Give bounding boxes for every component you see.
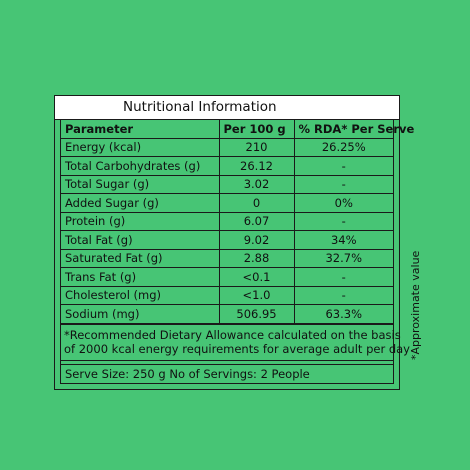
row-per-100g: 506.95 [218, 304, 295, 324]
table-row: Total Carbohydrates (g) 26.12 - [61, 156, 393, 176]
row-parameter: Energy (kcal) [61, 137, 220, 157]
table-row: Energy (kcal) 210 26.25% [61, 137, 393, 157]
row-per-100g: 2.88 [218, 248, 295, 268]
header-rda: % RDA* Per Serve [293, 120, 414, 139]
row-per-100g: 9.02 [218, 230, 295, 250]
row-parameter: Total Fat (g) [61, 230, 220, 250]
nutrition-panel: Nutritional Information Parameter Per 10… [54, 95, 414, 390]
rda-footnote-line: of 2000 kcal energy requirements for ave… [64, 341, 410, 356]
table-row: Sodium (mg) 506.95 63.3% [61, 304, 393, 324]
row-rda: - [293, 174, 393, 194]
table-row: Added Sugar (g) 0 0% [61, 193, 393, 213]
row-parameter: Cholesterol (mg) [61, 285, 220, 305]
table-row: Cholesterol (mg) <1.0 - [61, 285, 393, 305]
row-per-100g: 210 [218, 137, 295, 157]
table-row: Total Fat (g) 9.02 34% [61, 230, 393, 250]
row-per-100g: <0.1 [218, 267, 295, 287]
row-rda: - [293, 211, 393, 231]
row-per-100g: 3.02 [218, 174, 295, 194]
row-per-100g: 0 [218, 193, 295, 213]
rda-footnote-line: *Recommended Dietary Allowance calculate… [64, 327, 401, 342]
row-parameter: Added Sugar (g) [61, 193, 220, 213]
approximate-value-text: *Approximate value [409, 250, 422, 360]
row-rda: 63.3% [293, 304, 393, 324]
row-rda: - [293, 285, 393, 305]
row-rda: 0% [293, 193, 393, 213]
table-row: Trans Fat (g) <0.1 - [61, 267, 393, 287]
panel-body: Parameter Per 100 g % RDA* Per Serve Ene… [60, 120, 414, 384]
row-parameter: Sodium (mg) [61, 304, 220, 324]
row-rda: - [293, 267, 393, 287]
row-parameter: Protein (g) [61, 211, 220, 231]
serve-size: Serve Size: 250 g No of Servings: 2 Peop… [61, 363, 393, 384]
row-rda: 34% [293, 230, 393, 250]
row-per-100g: <1.0 [218, 285, 295, 305]
row-rda: - [293, 156, 393, 176]
row-parameter: Total Carbohydrates (g) [61, 156, 220, 176]
table-row: Saturated Fat (g) 2.88 32.7% [61, 248, 393, 268]
row-parameter: Trans Fat (g) [61, 267, 220, 287]
header-parameter: Parameter [61, 120, 220, 139]
panel-title: Nutritional Information [55, 96, 399, 120]
table-row: Total Sugar (g) 3.02 - [61, 174, 393, 194]
nutrition-table: Parameter Per 100 g % RDA* Per Serve Ene… [61, 120, 414, 324]
row-per-100g: 6.07 [218, 211, 295, 231]
row-per-100g: 26.12 [218, 156, 295, 176]
header-per-100g: Per 100 g [218, 120, 295, 139]
rda-footnote: *Recommended Dietary Allowance calculate… [61, 323, 410, 361]
row-rda: 26.25% [293, 137, 393, 157]
table-row: Protein (g) 6.07 - [61, 211, 393, 231]
row-rda: 32.7% [293, 248, 393, 268]
row-parameter: Saturated Fat (g) [61, 248, 220, 268]
row-parameter: Total Sugar (g) [61, 174, 220, 194]
table-header-row: Parameter Per 100 g % RDA* Per Serve [61, 120, 414, 139]
